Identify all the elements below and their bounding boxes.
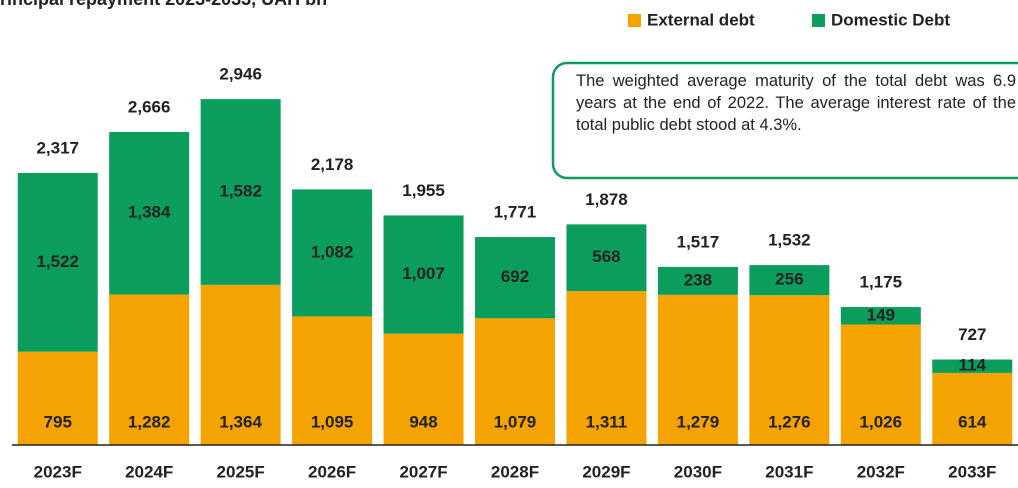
bar-segment <box>840 307 921 325</box>
bar-segment <box>749 295 830 445</box>
bar-segment <box>200 284 281 445</box>
x-tick-label: 2031F <box>765 462 813 481</box>
value-label: 1,095 <box>311 412 354 431</box>
value-label: 1,276 <box>768 412 811 431</box>
bar-segment <box>566 291 647 445</box>
x-tick-label: 2026F <box>308 462 356 481</box>
total-label: 1,517 <box>677 232 720 251</box>
total-label: 1,878 <box>585 190 628 209</box>
x-tick-label: 2032F <box>857 462 905 481</box>
total-label: 1,175 <box>860 273 903 292</box>
bar-segment <box>17 172 98 352</box>
value-label: 238 <box>684 270 712 289</box>
x-tick-label: 2033F <box>948 462 996 481</box>
total-label: 2,317 <box>36 138 79 157</box>
value-label: 1,079 <box>494 412 537 431</box>
bar-segment <box>475 237 555 319</box>
bar-segment <box>566 224 647 292</box>
bar-segment <box>475 318 555 445</box>
bar-segment <box>383 215 464 334</box>
annotation-box <box>551 61 1018 180</box>
x-tick-label: 2030F <box>674 462 722 481</box>
legend-label: Domestic Debt <box>831 10 950 29</box>
total-label: 2,178 <box>311 155 354 174</box>
value-label: 614 <box>958 412 987 431</box>
bar-segment <box>292 189 373 317</box>
value-label: 1,522 <box>36 252 79 271</box>
value-label: 692 <box>501 267 529 286</box>
total-label: 1,771 <box>494 203 537 222</box>
value-label: 1,082 <box>311 242 354 261</box>
value-label: 795 <box>44 412 72 431</box>
chart-title: Principal repayment 2023-2033, UAH bn <box>0 0 327 9</box>
bar-segment <box>383 333 464 445</box>
total-label: 1,955 <box>402 181 445 200</box>
annotation: The weighted average maturity of the tot… <box>576 72 1016 134</box>
x-tick-label: 2029F <box>582 462 630 481</box>
value-label: 1,007 <box>402 264 445 283</box>
value-label: 1,364 <box>219 412 262 431</box>
value-label: 1,582 <box>219 181 262 200</box>
bar-segment <box>109 131 190 295</box>
x-tick-label: 2024F <box>125 462 173 481</box>
value-label: 948 <box>409 412 437 431</box>
value-label: 1,282 <box>128 412 171 431</box>
x-tick-label: 2028F <box>491 462 539 481</box>
bar-segment <box>657 266 738 295</box>
bar-segment <box>749 265 830 296</box>
total-label: 1,532 <box>768 231 811 250</box>
bar-segment <box>840 324 921 445</box>
bar-segment <box>292 316 373 445</box>
value-label: 1,311 <box>586 412 628 431</box>
bar-segment <box>932 372 1013 445</box>
value-label: 149 <box>867 305 895 324</box>
legend-swatch <box>628 14 641 27</box>
total-label: 2,666 <box>128 97 171 116</box>
bar-segment <box>657 294 738 445</box>
x-tick-label: 2025F <box>217 462 265 481</box>
total-label: 727 <box>958 325 986 344</box>
bar-segment <box>200 99 281 285</box>
legend-label: External debt <box>647 10 755 29</box>
value-label: 1,026 <box>860 412 903 431</box>
total-label: 2,946 <box>219 65 262 84</box>
value-label: 1,384 <box>128 203 171 222</box>
x-tick-label: 2023F <box>34 462 82 481</box>
bar-segment <box>17 351 98 445</box>
x-tick-label: 2027F <box>399 462 447 481</box>
bar-segment <box>932 359 1013 373</box>
value-label: 256 <box>775 270 803 289</box>
legend-swatch <box>812 14 825 27</box>
value-label: 568 <box>592 247 620 266</box>
value-label: 114 <box>959 356 987 375</box>
bar-segment <box>109 294 190 445</box>
value-label: 1,279 <box>677 412 720 431</box>
